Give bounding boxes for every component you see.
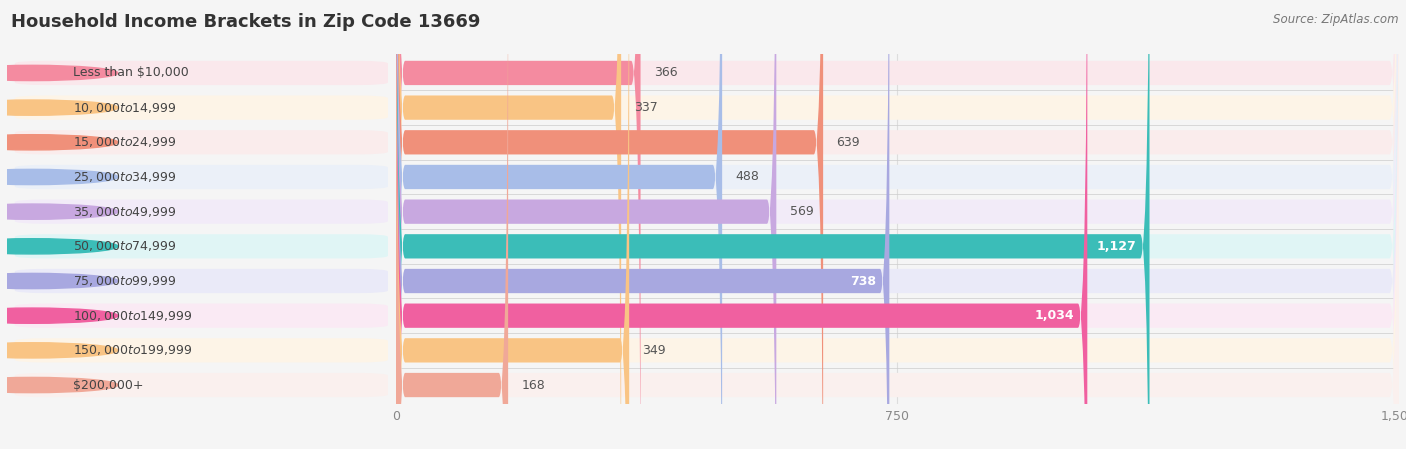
FancyBboxPatch shape (395, 0, 1399, 449)
Circle shape (0, 378, 118, 393)
Text: Less than $10,000: Less than $10,000 (73, 66, 188, 79)
Text: 488: 488 (735, 171, 759, 184)
Text: 569: 569 (790, 205, 814, 218)
FancyBboxPatch shape (395, 0, 890, 449)
FancyBboxPatch shape (15, 96, 388, 120)
Text: Household Income Brackets in Zip Code 13669: Household Income Brackets in Zip Code 13… (11, 13, 481, 31)
Text: 168: 168 (522, 379, 546, 392)
Text: 337: 337 (634, 101, 658, 114)
Circle shape (0, 343, 118, 358)
FancyBboxPatch shape (395, 0, 1087, 449)
Text: $200,000+: $200,000+ (73, 379, 143, 392)
FancyBboxPatch shape (395, 0, 621, 449)
Circle shape (0, 239, 118, 254)
FancyBboxPatch shape (395, 0, 628, 449)
Circle shape (0, 100, 118, 115)
Text: 349: 349 (643, 344, 666, 357)
FancyBboxPatch shape (395, 0, 1399, 449)
FancyBboxPatch shape (15, 373, 388, 397)
FancyBboxPatch shape (15, 61, 388, 85)
FancyBboxPatch shape (395, 0, 508, 449)
FancyBboxPatch shape (395, 0, 1399, 449)
Text: $150,000 to $199,999: $150,000 to $199,999 (73, 343, 193, 357)
FancyBboxPatch shape (15, 199, 388, 224)
Text: $50,000 to $74,999: $50,000 to $74,999 (73, 239, 177, 253)
FancyBboxPatch shape (395, 0, 1399, 449)
Circle shape (0, 65, 118, 80)
FancyBboxPatch shape (15, 338, 388, 362)
Text: $10,000 to $14,999: $10,000 to $14,999 (73, 101, 177, 114)
Text: $15,000 to $24,999: $15,000 to $24,999 (73, 135, 177, 150)
FancyBboxPatch shape (395, 0, 1399, 449)
FancyBboxPatch shape (395, 0, 1150, 449)
Text: $100,000 to $149,999: $100,000 to $149,999 (73, 308, 193, 323)
FancyBboxPatch shape (15, 234, 388, 259)
FancyBboxPatch shape (395, 0, 1399, 449)
Text: 738: 738 (851, 274, 876, 287)
FancyBboxPatch shape (15, 165, 388, 189)
Text: 1,034: 1,034 (1035, 309, 1074, 322)
FancyBboxPatch shape (395, 0, 1399, 449)
FancyBboxPatch shape (395, 0, 776, 449)
Circle shape (0, 169, 118, 185)
FancyBboxPatch shape (395, 0, 641, 449)
Text: 639: 639 (837, 136, 860, 149)
FancyBboxPatch shape (395, 0, 823, 449)
Text: $35,000 to $49,999: $35,000 to $49,999 (73, 205, 177, 219)
Text: $75,000 to $99,999: $75,000 to $99,999 (73, 274, 177, 288)
FancyBboxPatch shape (395, 0, 1399, 449)
Circle shape (0, 273, 118, 289)
Text: 366: 366 (654, 66, 678, 79)
FancyBboxPatch shape (15, 130, 388, 154)
Text: Source: ZipAtlas.com: Source: ZipAtlas.com (1274, 13, 1399, 26)
Circle shape (0, 308, 118, 323)
FancyBboxPatch shape (15, 269, 388, 293)
Circle shape (0, 204, 118, 219)
FancyBboxPatch shape (395, 0, 1399, 449)
FancyBboxPatch shape (395, 0, 1399, 449)
Circle shape (0, 135, 118, 150)
Text: $25,000 to $34,999: $25,000 to $34,999 (73, 170, 177, 184)
FancyBboxPatch shape (395, 0, 723, 449)
Text: 1,127: 1,127 (1097, 240, 1136, 253)
FancyBboxPatch shape (15, 304, 388, 328)
